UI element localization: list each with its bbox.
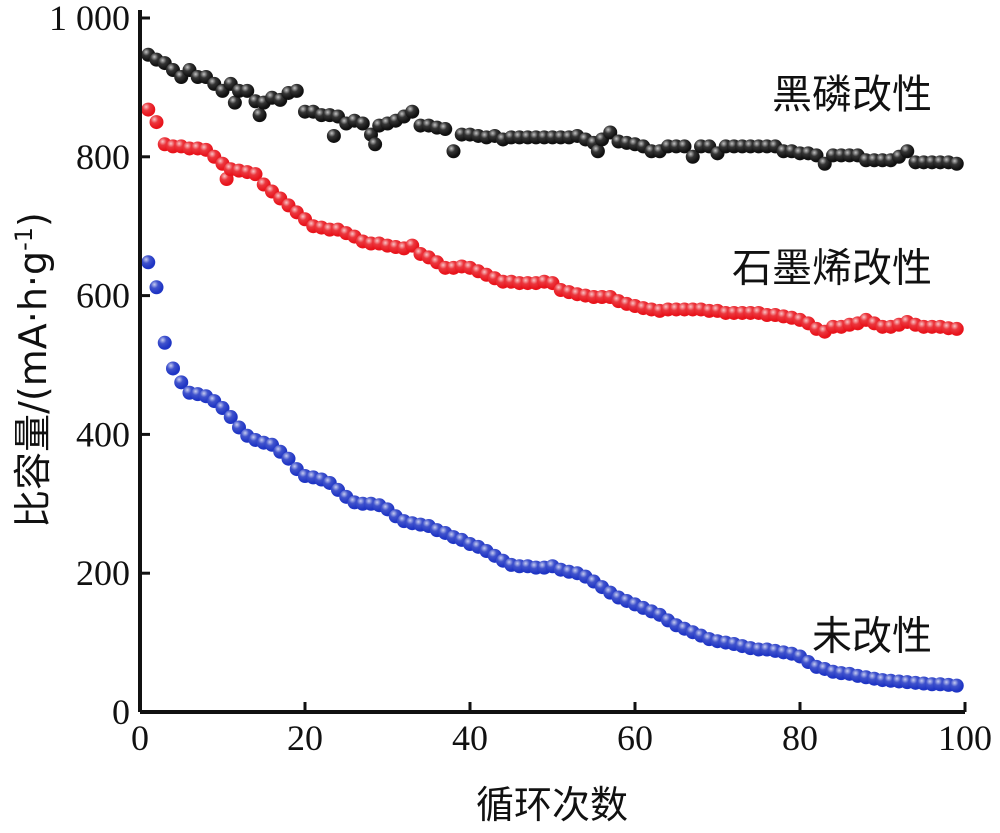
data-point-highlight	[252, 108, 267, 123]
x-tick-label: 20	[287, 718, 323, 758]
x-tick-label: 100	[938, 718, 992, 758]
data-point-highlight	[240, 83, 255, 98]
data-point-highlight	[355, 116, 370, 131]
data-point-highlight	[149, 280, 164, 295]
data-point-highlight	[900, 144, 915, 159]
data-point-highlight	[289, 83, 304, 98]
y-axis-title-superscript: -1	[10, 227, 38, 251]
data-point-highlight	[368, 137, 383, 152]
data-point-highlight	[677, 139, 692, 154]
data-point-highlight	[215, 401, 230, 416]
data-point-highlight	[446, 144, 461, 159]
data-point-highlight	[438, 122, 453, 137]
y-tick-label: 400	[76, 414, 130, 454]
x-axis-title: 循环次数	[476, 783, 628, 827]
data-point-highlight	[223, 410, 238, 425]
data-point-highlight	[603, 125, 618, 140]
series-label: 未改性	[812, 614, 932, 660]
y-tick-label: 800	[76, 137, 130, 177]
data-point-highlight	[174, 375, 189, 390]
data-point-highlight	[141, 102, 156, 117]
series-label: 黑磷改性	[772, 72, 932, 118]
data-point-highlight	[166, 361, 180, 376]
data-point-highlight	[405, 104, 420, 119]
x-tick-label: 80	[782, 718, 818, 758]
x-tick-label: 40	[452, 718, 488, 758]
data-point-highlight	[685, 149, 700, 164]
data-point-highlight	[149, 115, 164, 130]
y-tick-label: 1 000	[49, 0, 130, 38]
data-point-highlight	[141, 255, 156, 270]
data-point-highlight	[326, 128, 341, 143]
y-axis-title-main: 比容量/(mA·h·g	[11, 251, 55, 528]
data-point-highlight	[248, 167, 263, 182]
series-2	[141, 255, 964, 693]
series-1	[141, 102, 964, 339]
data-point-highlight	[949, 678, 964, 693]
y-tick-label: 600	[76, 276, 130, 316]
data-point-highlight	[949, 321, 964, 336]
data-point-highlight	[281, 451, 296, 466]
data-point-highlight	[949, 156, 964, 171]
y-tick-label: 0	[112, 692, 130, 732]
y-axis-title: 比容量/(mA·h·g-1)	[10, 212, 55, 528]
x-tick-label: 0	[131, 718, 149, 758]
data-point-highlight	[227, 95, 242, 110]
data-point-highlight	[590, 144, 605, 159]
series-0	[141, 47, 964, 171]
y-axis-title-close: )	[11, 212, 55, 227]
series-label: 石墨烯改性	[732, 246, 932, 292]
data-point-highlight	[157, 335, 172, 350]
x-tick-label: 60	[617, 718, 653, 758]
y-tick-label: 200	[76, 553, 130, 593]
